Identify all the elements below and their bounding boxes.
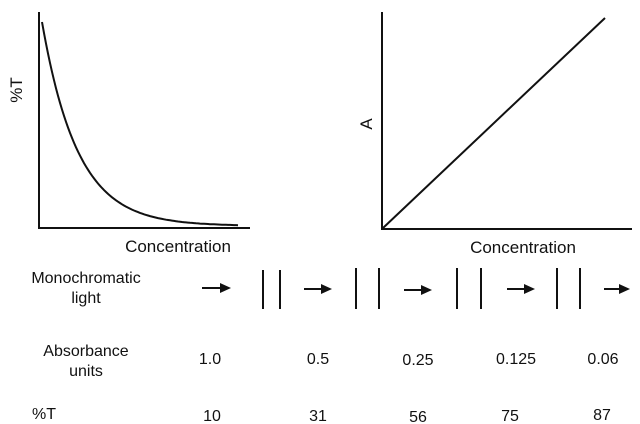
absorbance-chart: A Concentration bbox=[357, 12, 632, 257]
percent-t-row-label: %T bbox=[32, 406, 56, 423]
absorbance-x-label: Concentration bbox=[470, 238, 576, 257]
percent-t-value: 10 bbox=[203, 408, 221, 424]
transmittance-y-label: %T bbox=[7, 77, 26, 103]
absorbance-y-label: A bbox=[357, 118, 376, 130]
absorbance-value: 0.125 bbox=[496, 351, 536, 368]
light-arrow-2 bbox=[304, 284, 332, 294]
transmittance-curve bbox=[41, 21, 239, 227]
absorbance-value: 0.06 bbox=[587, 351, 618, 368]
light-arrow-4 bbox=[507, 284, 535, 294]
monochromatic-light-label-line1: Monochromatic bbox=[31, 270, 140, 287]
absorbance-value: 0.25 bbox=[402, 352, 433, 369]
percent-t-value: 75 bbox=[501, 408, 519, 424]
light-arrow-3 bbox=[404, 285, 432, 295]
monochromatic-light-label-line2: light bbox=[71, 290, 101, 307]
percent-t-value: 31 bbox=[309, 408, 327, 424]
absorbance-line bbox=[382, 17, 606, 229]
percent-t-value: 87 bbox=[593, 407, 611, 424]
percent-t-value: 56 bbox=[409, 409, 427, 424]
absorbance-value: 1.0 bbox=[199, 351, 221, 368]
light-path bbox=[202, 268, 630, 309]
light-arrow-1 bbox=[202, 283, 231, 293]
transmittance-chart: %T Concentration bbox=[7, 12, 250, 256]
absorbance-units-label-line1: Absorbance bbox=[43, 343, 128, 360]
transmittance-x-label: Concentration bbox=[125, 237, 231, 256]
light-arrow-5 bbox=[604, 284, 630, 294]
absorbance-units-label-line2: units bbox=[69, 363, 103, 380]
absorbance-value: 0.5 bbox=[307, 351, 329, 368]
